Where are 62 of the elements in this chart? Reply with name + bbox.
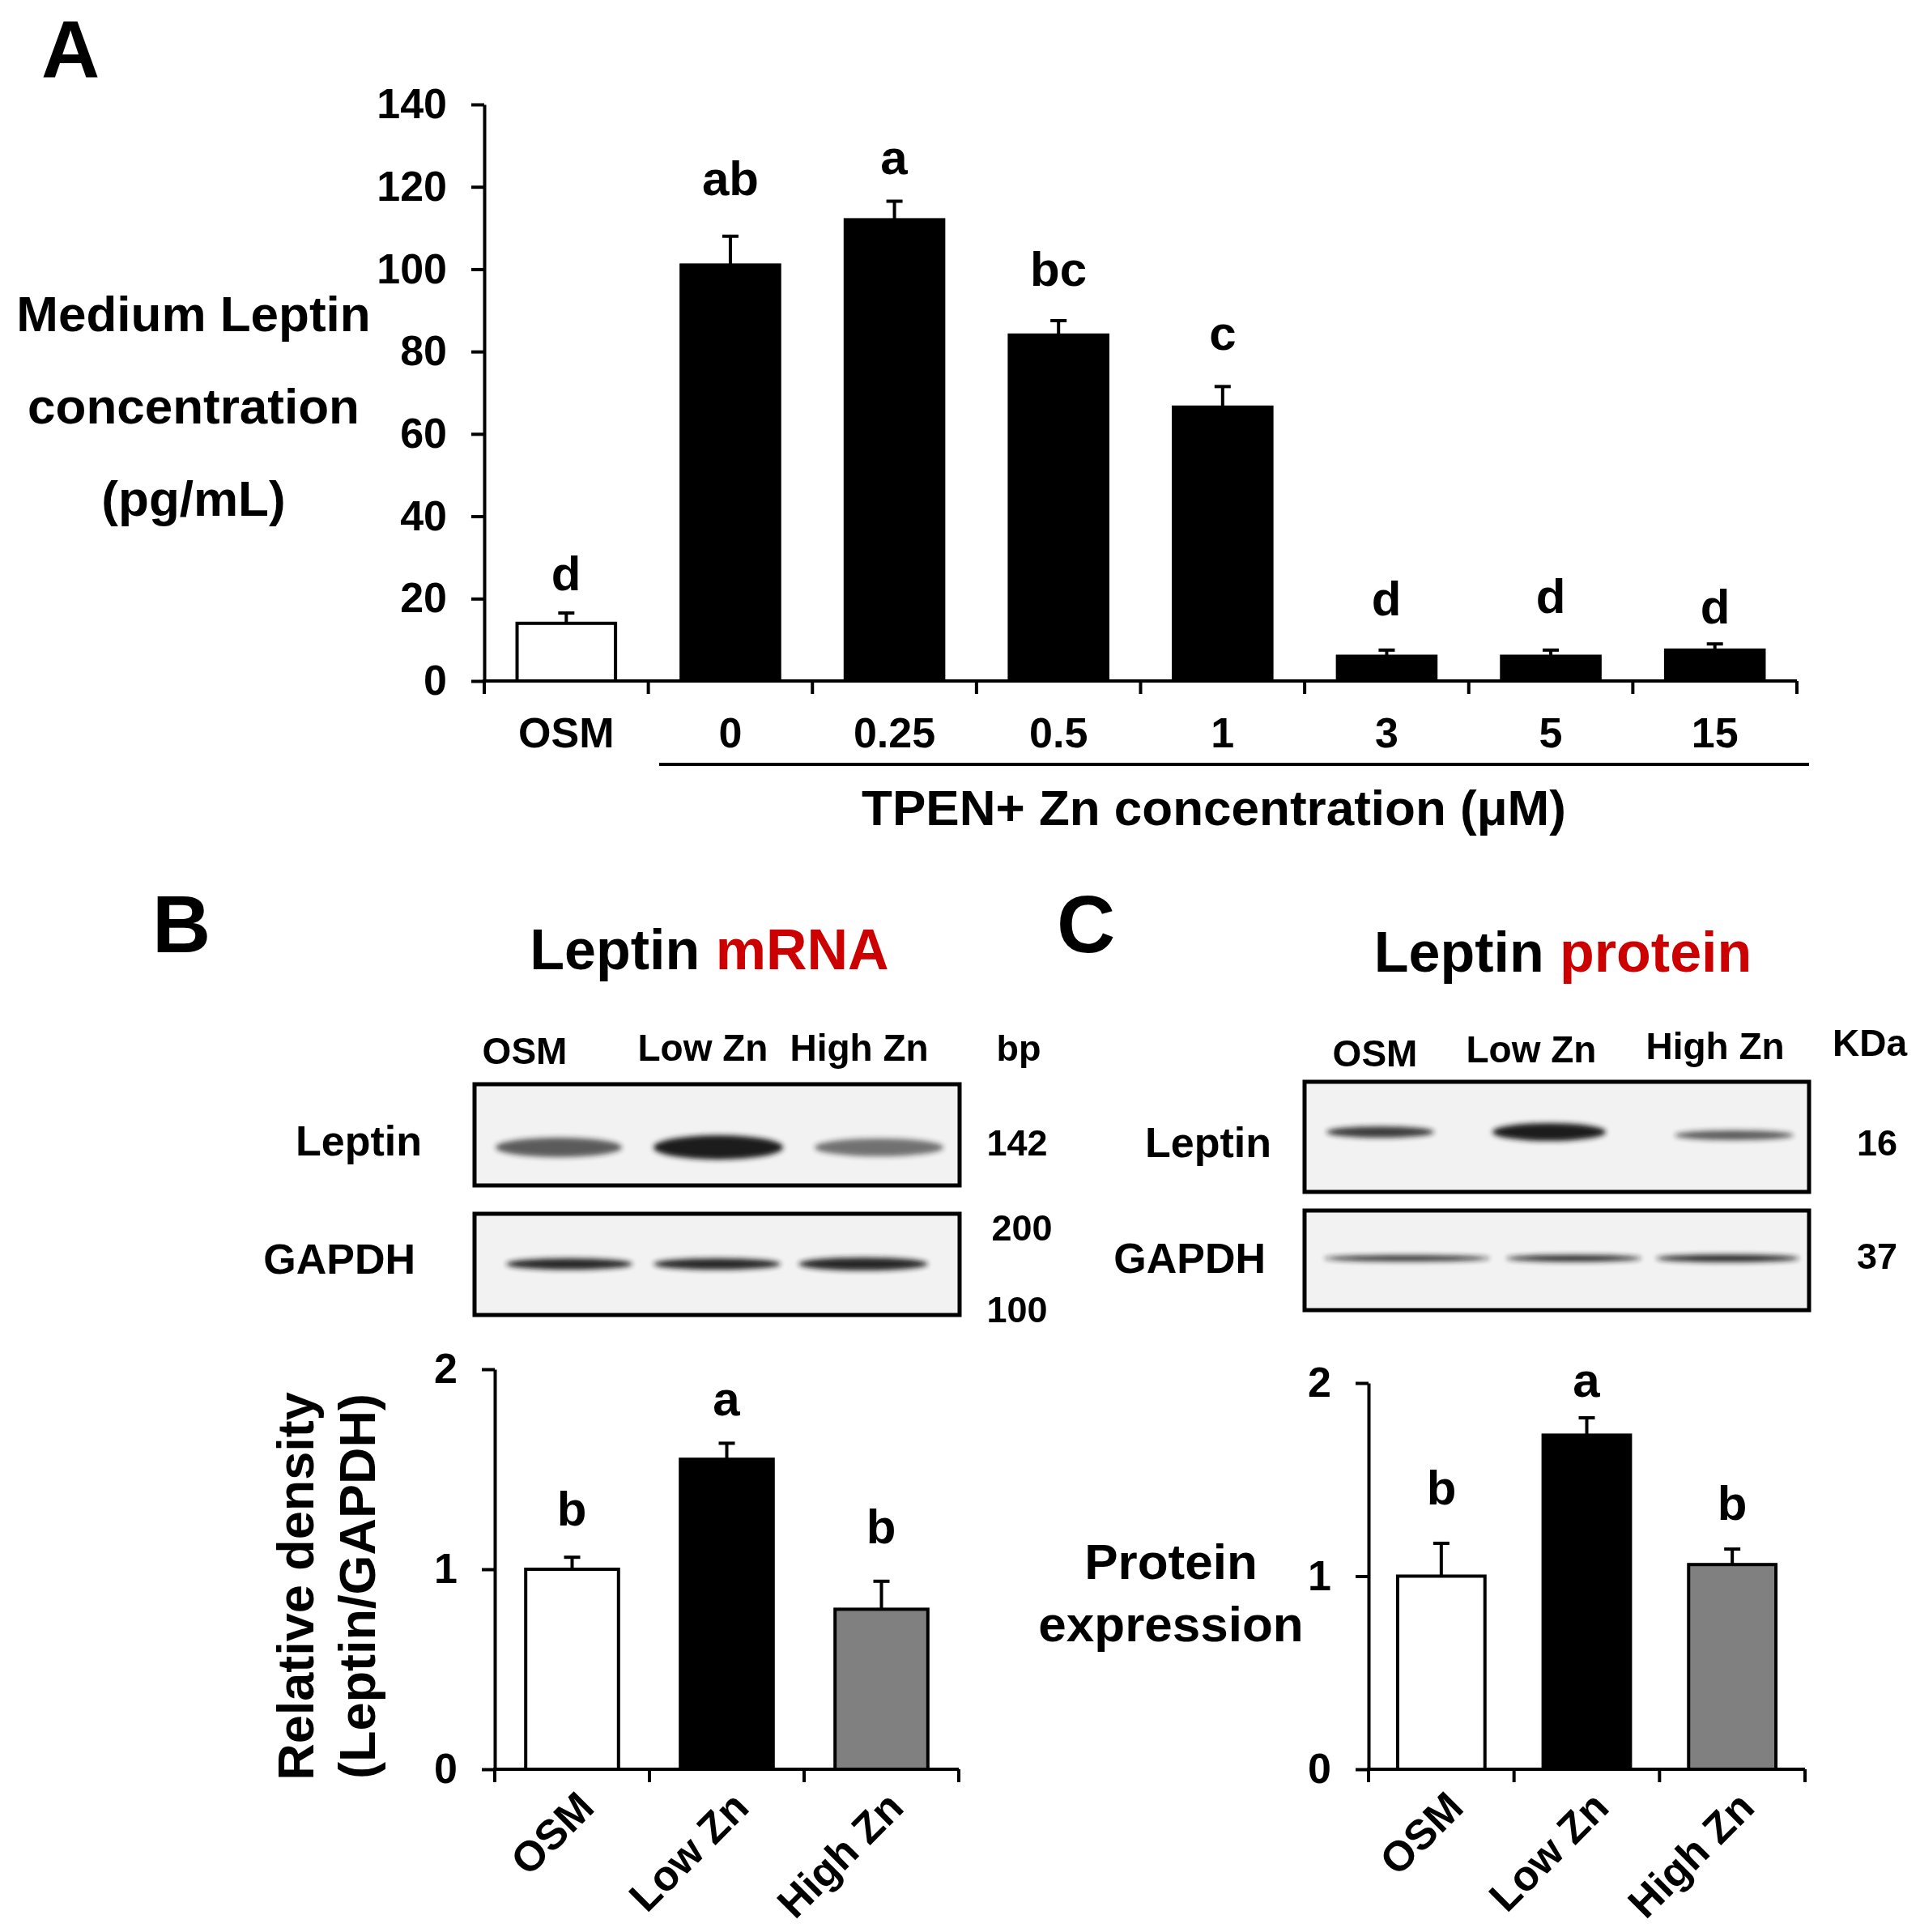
- y-tick-label: 80: [400, 327, 447, 375]
- annotation: d: [1371, 572, 1402, 626]
- annotation: a: [1573, 1353, 1601, 1407]
- x-tick-label: 5: [1539, 709, 1563, 757]
- y-tick-label: 0: [1308, 1745, 1331, 1793]
- text: OSM: [1332, 1032, 1418, 1075]
- text: GAPDH: [1113, 1235, 1266, 1283]
- annotation: c: [1209, 306, 1237, 360]
- text: A: [40, 4, 100, 95]
- y-tick-label: 120: [377, 162, 447, 210]
- y-tick-label: 40: [400, 492, 447, 539]
- text: OSM: [482, 1030, 568, 1073]
- annotation: b: [556, 1482, 587, 1536]
- text: 16: [1856, 1121, 1898, 1164]
- text: Low Zn: [637, 1027, 768, 1070]
- x-tick-label: 3: [1374, 709, 1398, 757]
- x-tick-label: 0.25: [853, 709, 936, 757]
- text: High Zn: [790, 1027, 929, 1070]
- x-tick-label: 0: [718, 709, 743, 757]
- y-tick-label: 20: [400, 574, 447, 622]
- chart-title: Leptin protein: [1373, 920, 1752, 984]
- text: Leptin: [1145, 1119, 1271, 1167]
- annotation: d: [1700, 580, 1731, 634]
- text: bp: [996, 1027, 1041, 1069]
- text: KDa: [1832, 1022, 1908, 1065]
- x-tick-label: 1: [1211, 709, 1235, 757]
- y-axis-title: Relative density (Leptin/GAPDH): [266, 1391, 386, 1782]
- y-tick-label: 0: [424, 657, 447, 704]
- y-axis-title: Medium Leptin concentration (pg/mL): [15, 285, 372, 528]
- annotation: d: [1535, 569, 1566, 623]
- text: B: [151, 879, 211, 969]
- chart-title: Leptin mRNA: [530, 917, 889, 981]
- x-tick-label: 0.5: [1029, 709, 1088, 757]
- y-tick-label: 140: [377, 80, 447, 128]
- y-tick-label: 60: [400, 410, 447, 457]
- text: 100: [986, 1288, 1048, 1330]
- text: 142: [986, 1121, 1048, 1164]
- annotation: b: [1717, 1476, 1748, 1530]
- y-tick-label: 1: [434, 1545, 458, 1593]
- annotation: bc: [1029, 242, 1088, 296]
- y-tick-label: 2: [434, 1345, 458, 1393]
- annotation: d: [551, 547, 581, 601]
- y-axis-title: Protein expression: [1037, 1533, 1305, 1653]
- y-tick-label: 0: [434, 1745, 458, 1793]
- annotation: a: [713, 1372, 741, 1426]
- x-tick-label: 15: [1691, 709, 1739, 757]
- text: GAPDH: [263, 1236, 415, 1283]
- text: Low Zn: [1466, 1028, 1597, 1071]
- text: Leptin: [296, 1117, 422, 1165]
- y-tick-label: 100: [377, 245, 447, 292]
- annotation: ab: [701, 151, 760, 206]
- x-axis-title: TPEN+ Zn concentration (μM): [862, 779, 1566, 836]
- annotation: b: [866, 1500, 896, 1554]
- y-tick-label: 1: [1308, 1551, 1331, 1599]
- text: 37: [1856, 1235, 1898, 1277]
- x-tick-label: OSM: [518, 709, 615, 757]
- annotation: b: [1426, 1461, 1457, 1515]
- text: 200: [991, 1206, 1053, 1249]
- annotation: a: [880, 130, 909, 185]
- text: C: [1056, 879, 1116, 969]
- y-tick-label: 2: [1308, 1359, 1331, 1406]
- text: High Zn: [1645, 1025, 1785, 1068]
